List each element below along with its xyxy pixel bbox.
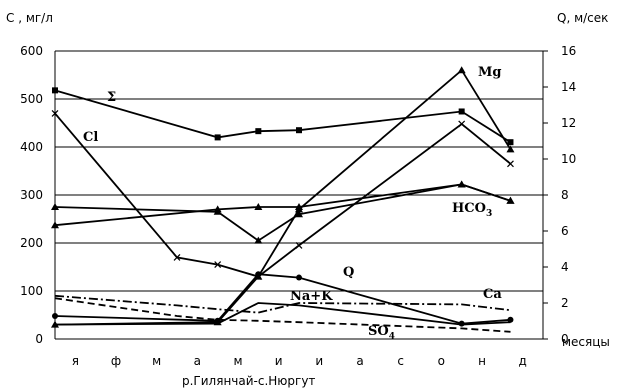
series-line-hco3 <box>54 183 511 227</box>
series-line-q <box>54 183 511 242</box>
y-right-tick: 6 <box>561 224 569 238</box>
data-point <box>506 145 515 153</box>
data-point <box>255 128 262 135</box>
data-point <box>214 134 221 141</box>
series-label-mg: Mg <box>478 65 501 80</box>
series-label-q: Q <box>343 265 354 280</box>
y-right-tick: 12 <box>561 116 576 130</box>
data-point <box>295 210 303 218</box>
x-tick: м <box>152 354 161 368</box>
data-point <box>458 120 466 128</box>
y-left-tick: 0 <box>35 332 43 346</box>
y-right-tick: 8 <box>561 188 569 202</box>
data-point <box>296 274 302 281</box>
y-right-tick: 10 <box>561 152 576 166</box>
data-point <box>173 253 181 261</box>
chart-caption: р.Гилянчай-с.Нюргут <box>182 374 315 388</box>
data-point <box>295 241 303 249</box>
grid <box>54 50 548 340</box>
data-point <box>51 203 59 210</box>
series-label-ca: Ca <box>483 287 502 302</box>
x-tick: а <box>356 354 363 368</box>
y-right-label: Q, м/сек <box>557 11 608 25</box>
y-right-tick: 4 <box>561 260 569 274</box>
series-label-so4: SO4 <box>368 324 395 342</box>
data-point <box>52 87 58 94</box>
data-point <box>51 109 59 117</box>
data-point <box>507 139 514 146</box>
series-label-hco3: HCO3 <box>452 201 492 219</box>
series-line-- <box>54 89 511 143</box>
series-line-na-k <box>54 273 511 325</box>
data-point <box>295 203 303 210</box>
y-left-tick: 400 <box>20 140 43 154</box>
data-point <box>255 271 262 278</box>
y-right-tick: 0 <box>561 332 569 346</box>
x-tick: и <box>315 354 323 368</box>
y-right-tick: 2 <box>561 296 569 310</box>
x-axis-label: месяцы <box>562 335 610 349</box>
data-point <box>457 66 466 74</box>
data-point <box>296 127 302 134</box>
data-point <box>507 160 514 168</box>
y-right-tick: 16 <box>561 44 576 58</box>
data-point <box>507 316 514 323</box>
x-tick: м <box>233 354 242 368</box>
labels-layer: С , мг/л Q, м/сек месяцы р.Гилянчай-с.Ню… <box>6 11 610 388</box>
x-tick: о <box>438 354 445 368</box>
data-point <box>213 207 222 215</box>
y-left-tick: 500 <box>20 92 43 106</box>
y-left-tick: 100 <box>20 284 43 298</box>
series-label-na-k: Na+K <box>290 289 333 304</box>
data-point <box>254 236 263 244</box>
y-left-tick: 600 <box>20 44 43 58</box>
series-layer <box>51 66 515 333</box>
series-line-ca <box>54 294 511 314</box>
y-left-tick: 200 <box>20 236 43 250</box>
series-line-na-k-2 <box>54 302 511 326</box>
series-label-cl: Cl <box>83 130 98 145</box>
y-right-tick: 14 <box>561 80 576 94</box>
x-tick: д <box>519 354 527 368</box>
data-point <box>52 312 58 319</box>
x-tick: а <box>194 354 201 368</box>
x-tick: ф <box>111 354 121 368</box>
ticks: 0 100 200 300 400 500 600 0 2 4 6 8 10 12 14 16 я ф м а м и и а… <box>20 44 576 368</box>
data-point <box>506 196 515 204</box>
series-line-mg <box>54 68 512 326</box>
x-tick: с <box>397 354 404 368</box>
data-point <box>458 108 465 115</box>
series-label--: Σ <box>107 90 116 105</box>
y-left-tick: 300 <box>20 188 43 202</box>
x-tick: я <box>72 354 79 368</box>
y-left-label: С , мг/л <box>6 11 53 25</box>
data-point <box>51 221 59 229</box>
x-tick: и <box>275 354 283 368</box>
data-point <box>214 261 222 269</box>
data-point <box>457 180 466 188</box>
series-line-so4 <box>54 297 511 333</box>
x-tick: н <box>478 354 486 368</box>
data-point <box>254 203 263 210</box>
